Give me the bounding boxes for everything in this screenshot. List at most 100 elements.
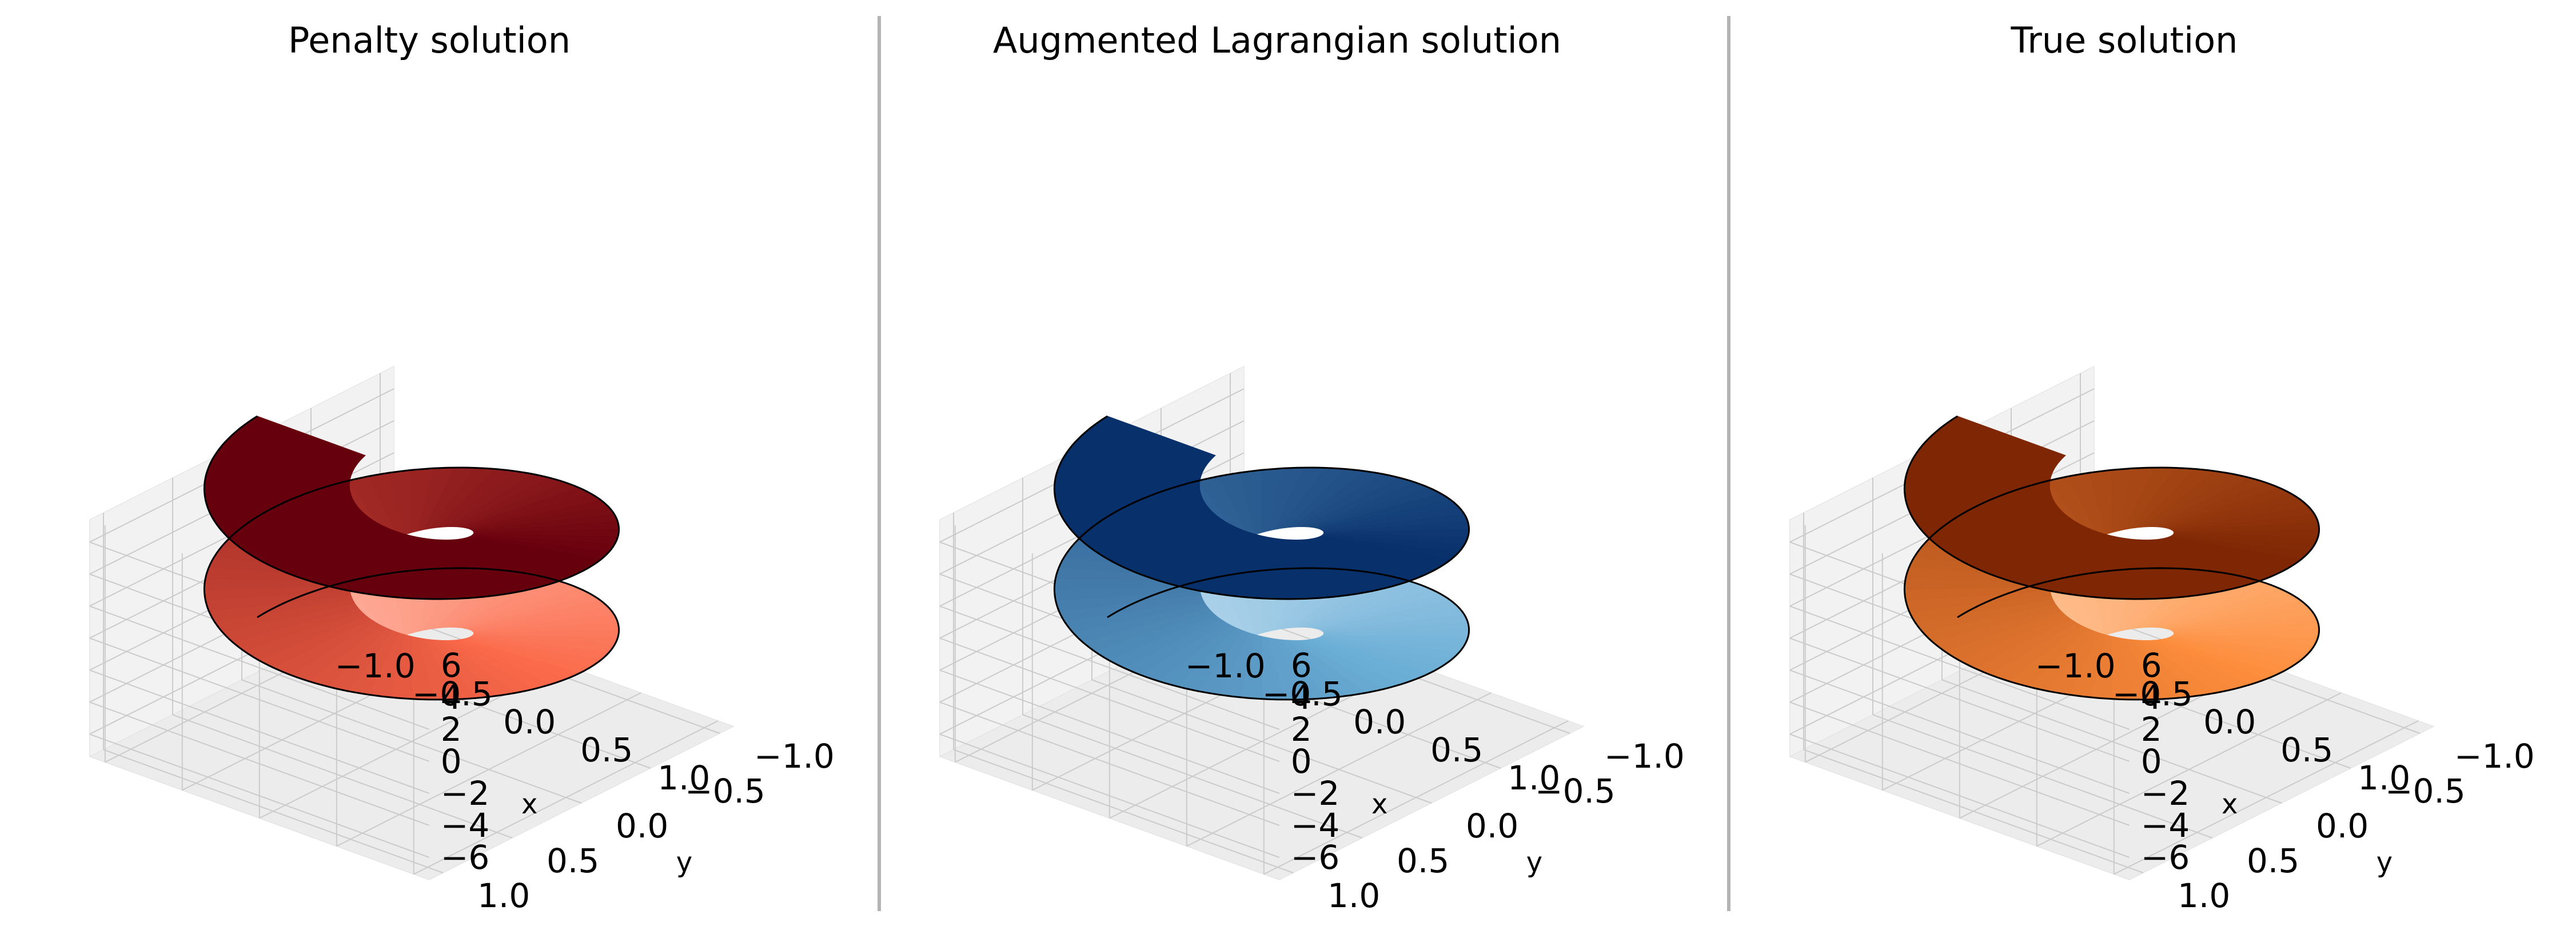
x-tick-label: 0.5 xyxy=(2280,731,2333,769)
surface-edge xyxy=(203,516,620,701)
gridline xyxy=(1789,669,2130,794)
gridline xyxy=(939,669,1280,794)
x-tick-label: −0.5 xyxy=(2112,674,2193,713)
gridline xyxy=(1022,714,1363,839)
z-tick-label: 0 xyxy=(2141,742,2162,781)
gridline xyxy=(1091,679,1432,804)
gridline xyxy=(241,679,582,804)
gridline xyxy=(172,714,513,839)
panel-title-augmented-lagrangian: Augmented Lagrangian solution xyxy=(992,19,1562,61)
y-axis-label: y xyxy=(676,847,692,879)
x-axis-label: x xyxy=(521,788,537,820)
z-tick-label: −2 xyxy=(441,774,490,813)
x-tick-label: 1.0 xyxy=(1508,759,1560,797)
y-tick-label: −0.5 xyxy=(685,772,765,811)
z-tick-label: −4 xyxy=(2141,806,2190,845)
gridline xyxy=(89,637,430,762)
gridline xyxy=(939,733,1280,858)
z-tick-label: 0 xyxy=(441,742,462,781)
panel-title-true: True solution xyxy=(2011,19,2238,61)
z-tick-label: 6 xyxy=(441,646,462,685)
gridline xyxy=(1789,733,2130,858)
y-tick-label: 1.0 xyxy=(1327,876,1380,915)
y-tick-label: 1.0 xyxy=(477,876,530,915)
z-tick-label: 6 xyxy=(2141,646,2162,685)
surface-edge xyxy=(1903,516,2320,701)
z-tick-label: −2 xyxy=(2141,774,2190,813)
gridline xyxy=(103,749,444,873)
gridline xyxy=(1789,637,2130,762)
panel-separator xyxy=(1727,16,1730,911)
y-tick-label: 0.0 xyxy=(616,807,668,845)
y-tick-label: 0.5 xyxy=(2247,841,2299,880)
y-axis-label: y xyxy=(2376,847,2392,879)
surface-edge xyxy=(1053,516,1470,701)
x-tick-label: −1.0 xyxy=(335,646,416,685)
z-tick-label: 0 xyxy=(1291,742,1312,781)
x-tick-label: −1.0 xyxy=(2035,646,2116,685)
gridline xyxy=(89,669,430,794)
gridline xyxy=(2114,720,2419,875)
x-tick-label: −0.5 xyxy=(1262,674,1343,713)
z-tick-label: 2 xyxy=(1291,710,1312,749)
gridline xyxy=(1941,679,2282,804)
z-tick-label: −4 xyxy=(441,806,490,845)
x-axis-label: x xyxy=(1371,788,1387,820)
y-tick-label: −1.0 xyxy=(2454,737,2535,776)
gridline xyxy=(953,749,1294,873)
y-tick-label: −0.5 xyxy=(2385,772,2466,811)
z-tick-label: −6 xyxy=(1291,838,1340,877)
x-tick-label: 0.0 xyxy=(2203,703,2256,741)
x-tick-label: 0.0 xyxy=(503,703,556,741)
gridline xyxy=(413,720,719,875)
surface-edge xyxy=(1053,415,1470,600)
y-tick-label: 1.0 xyxy=(2178,876,2230,915)
x-tick-label: 0.5 xyxy=(580,731,633,769)
z-tick-label: 6 xyxy=(1291,646,1312,685)
gridline xyxy=(1263,720,1569,875)
z-tick-label: 4 xyxy=(441,678,462,717)
x-axis-label: x xyxy=(2222,788,2238,820)
y-tick-label: 0.0 xyxy=(1466,807,1518,845)
gridline xyxy=(1872,714,2213,839)
z-tick-label: −4 xyxy=(1291,806,1340,845)
gridline xyxy=(1789,701,2130,826)
y-tick-label: 0.5 xyxy=(547,841,599,880)
surface-edge xyxy=(1903,415,2320,600)
x-tick-label: 1.0 xyxy=(2358,759,2410,797)
gridline xyxy=(1186,692,1492,847)
z-tick-label: −2 xyxy=(1291,774,1340,813)
z-tick-label: 2 xyxy=(2141,710,2162,749)
y-tick-label: 0.0 xyxy=(2316,807,2368,845)
gridline xyxy=(336,692,641,847)
gridline xyxy=(1803,749,2144,873)
gridline xyxy=(939,637,1280,762)
y-tick-label: −1.0 xyxy=(754,737,835,776)
gridline xyxy=(939,605,1280,730)
gridline xyxy=(89,733,430,858)
x-tick-label: 0.0 xyxy=(1353,703,1406,741)
y-tick-label: −0.5 xyxy=(1535,772,1616,811)
surface-edge xyxy=(203,415,620,600)
gridline xyxy=(89,605,430,730)
gridline xyxy=(1789,605,2130,730)
gridline xyxy=(89,701,430,826)
y-tick-label: −1.0 xyxy=(1604,737,1685,776)
y-tick-label: 0.5 xyxy=(1397,841,1449,880)
x-tick-label: −0.5 xyxy=(412,674,493,713)
z-tick-label: 2 xyxy=(441,710,462,749)
panel-title-penalty: Penalty solution xyxy=(288,19,571,61)
z-tick-label: −6 xyxy=(2141,838,2190,877)
x-tick-label: 0.5 xyxy=(1430,731,1483,769)
x-tick-label: 1.0 xyxy=(657,759,710,797)
gridline xyxy=(2036,692,2342,847)
x-tick-label: −1.0 xyxy=(1185,646,1266,685)
z-tick-label: 4 xyxy=(2141,678,2162,717)
gridline xyxy=(939,701,1280,826)
z-tick-label: −6 xyxy=(441,838,490,877)
panel-separator xyxy=(878,16,881,911)
